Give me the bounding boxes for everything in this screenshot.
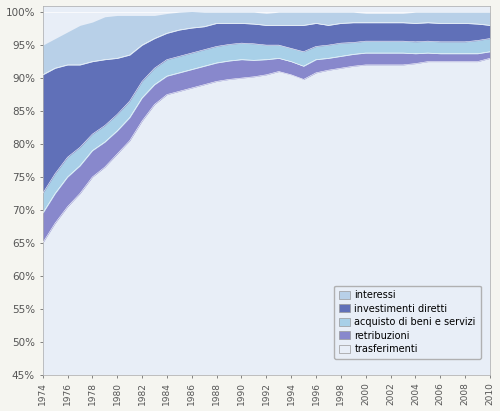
Legend: interessi, investimenti diretti, acquisto di beni e servizi, retribuzioni, trasf: interessi, investimenti diretti, acquist… [334, 286, 480, 359]
